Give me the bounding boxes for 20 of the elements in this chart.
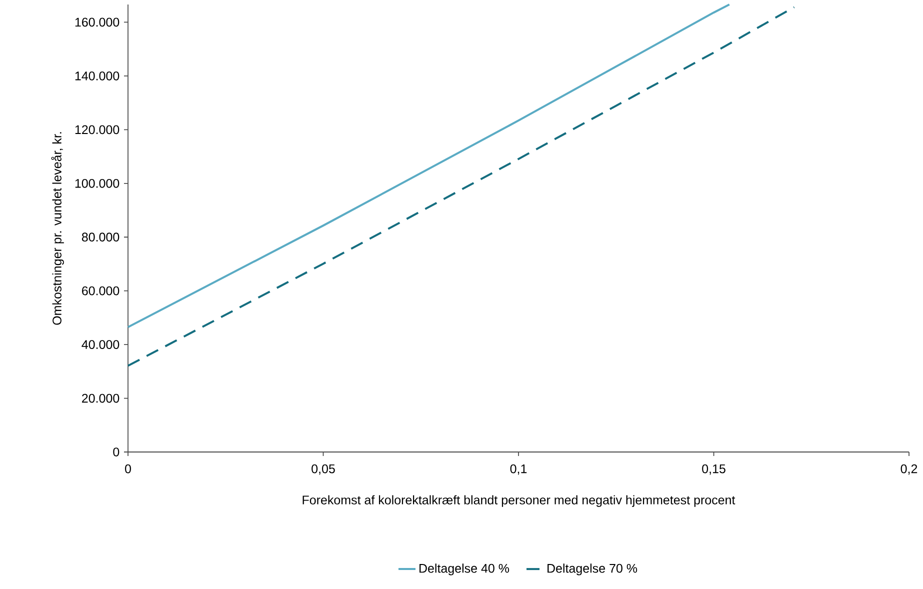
y-tick-label: 20.000: [82, 394, 120, 403]
y-tick-label: 60.000: [82, 286, 120, 296]
x-tick-label: 0,05: [312, 464, 335, 475]
legend-label: Deltagelse 40 %: [420, 564, 510, 576]
y-tick-label: 120.000: [75, 125, 120, 134]
x-tick-label: 0: [125, 464, 131, 474]
y-tick-label: 0: [113, 448, 120, 456]
y-axis-title: Omkostninger pr. vundet leveår, kr.: [51, 132, 64, 325]
x-tick-label: 0,2: [900, 464, 918, 475]
y-tick-label: 140.000: [75, 72, 120, 80]
line-series: [127, 3, 730, 328]
x-tick-label: 0,15: [702, 464, 726, 475]
line-series: [127, 6, 796, 367]
y-tick-label: 80.000: [82, 232, 120, 242]
y-tick-label: 160.000: [75, 18, 120, 27]
y-tick-label: 40.000: [82, 340, 120, 349]
x-axis-title: Forekomst af kolorektalkræft blandt personer med negativ hjemmetest procent: [302, 495, 736, 507]
y-tick-label: 100.000: [75, 178, 120, 188]
x-tick-label: 0,1: [510, 464, 527, 475]
legend-label: Deltagelse 70 %: [548, 564, 638, 576]
